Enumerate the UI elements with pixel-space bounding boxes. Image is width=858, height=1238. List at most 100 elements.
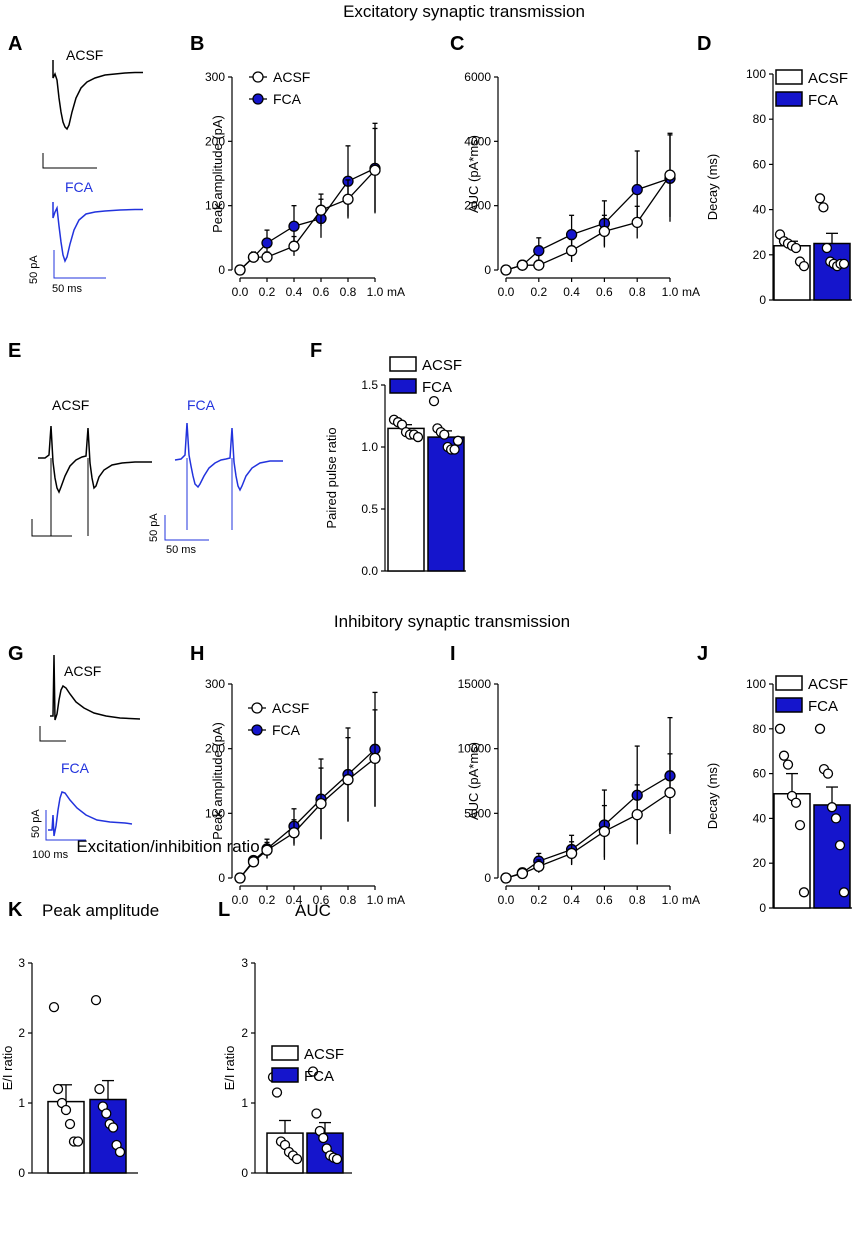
data-point <box>311 1108 322 1119</box>
y-tick-label: 200 <box>205 134 225 148</box>
data-point <box>72 1136 84 1147</box>
y-tick-label: 2000 <box>464 199 491 213</box>
trace-a-scale-x: 50 ms <box>52 283 82 295</box>
data-point <box>822 768 834 779</box>
chart-panel-f: F Paired pulse ratio 0.0 0.5 1.0 1.5 ACSF FCA <box>310 340 466 578</box>
data-point <box>821 242 833 254</box>
y-axis-label: Paired pulse ratio <box>324 427 339 528</box>
x-unit-label: mA <box>387 285 405 299</box>
data-point <box>794 819 806 831</box>
y-tick-label: 20 <box>753 856 767 870</box>
chart-panel-c: C AUC (pA*ms) 0 2000 4000 6000 0.0 0.2 0.4 0.6 0.8… <box>450 33 700 299</box>
y-tick-label: 100 <box>746 677 766 691</box>
panel-letter-e: E <box>8 340 21 362</box>
y-tick-label: 300 <box>205 677 225 691</box>
series-line <box>239 748 376 879</box>
legend: ACSF FCA <box>775 675 848 715</box>
x-tick-label: 0.6 <box>313 893 330 907</box>
data-point <box>261 251 273 263</box>
series-line <box>505 792 671 879</box>
legend-swatch-fca <box>775 697 803 713</box>
trace-g-fca <box>48 791 133 837</box>
legend: ACSF FCA <box>389 356 462 396</box>
legend-marker-fca <box>252 93 264 105</box>
bar <box>773 245 811 301</box>
y-tick-label: 1.0 <box>361 440 378 454</box>
series-line <box>505 177 671 271</box>
x-tick-label: 0.4 <box>286 893 303 907</box>
legend-swatch-acsf <box>775 69 803 85</box>
data-point <box>288 827 300 839</box>
trace-g-acsf-label: ACSF <box>64 663 101 679</box>
y-tick-label: 0.5 <box>361 502 378 516</box>
data-point <box>64 1118 76 1130</box>
data-point <box>271 1087 283 1098</box>
trace-e-scale-x: 50 ms <box>166 544 196 556</box>
legend-swatch-fca <box>775 91 803 107</box>
bar-group-acsf <box>773 229 811 301</box>
data-point <box>814 723 826 734</box>
data-point <box>114 1146 126 1158</box>
data-point <box>565 228 578 241</box>
data-point <box>288 220 300 232</box>
data-point <box>798 260 810 272</box>
x-tick-label: 0.8 <box>340 893 357 907</box>
legend: ACSF FCA <box>775 69 848 109</box>
panel-letter-f: F <box>310 340 322 362</box>
y-tick-label: 1 <box>18 1096 25 1110</box>
legend-label: FCA <box>808 92 838 109</box>
x-tick-label: 0.4 <box>563 893 580 907</box>
x-tick-label: 0.8 <box>629 893 646 907</box>
legend-label: FCA <box>273 91 302 107</box>
y-tick-label: 60 <box>753 157 767 171</box>
x-tick-label: 0.2 <box>530 893 547 907</box>
data-point <box>798 887 810 898</box>
data-point <box>631 808 643 821</box>
data-point <box>830 813 842 824</box>
y-tick-label: 0 <box>759 901 766 915</box>
legend-marker-fca <box>251 724 263 736</box>
data-point <box>834 840 846 851</box>
chart-panel-b: B Peak amplitude (pA) 0 100 200 300 0.0 0.2 0.4 0… <box>190 33 405 299</box>
excitatory-title: Excitatory synaptic transmission <box>343 2 585 21</box>
data-point <box>48 1001 60 1013</box>
data-point <box>782 759 794 770</box>
bar-group-acsf <box>773 723 811 909</box>
chart-panel-j: J Decay (ms) 0 20 40 60 80 100 ACSF FCA <box>697 643 852 915</box>
trace-e-fca-label: FCA <box>187 397 216 413</box>
legend-marker-acsf <box>251 702 263 714</box>
y-tick-label: 4000 <box>464 134 491 148</box>
panel-letter-g: G <box>8 643 24 665</box>
panel-e-traces: E ACSF FCA 50 pA 50 ms <box>8 340 283 556</box>
y-tick-label: 100 <box>746 67 766 81</box>
trace-e-acsf-scale <box>31 519 72 537</box>
data-point <box>664 786 676 799</box>
data-point <box>778 750 790 761</box>
panel-letter-l: L <box>218 899 230 921</box>
series-fca <box>500 716 676 884</box>
legend-marker-acsf <box>252 71 264 83</box>
chart-panel-d: D Decay (ms) 0 20 40 60 80 100 ACSF FCA <box>697 33 852 307</box>
y-tick-label: 2 <box>18 1026 25 1040</box>
chart-panel-k: K Peak amplitude E/I ratio 0 1 2 3 <box>0 899 159 1180</box>
y-tick-label: 60 <box>753 767 767 781</box>
legend: ACSF FCA <box>249 69 310 107</box>
panel-letter-c: C <box>450 33 464 55</box>
data-point <box>838 258 850 269</box>
y-tick-label: 2 <box>241 1026 248 1040</box>
bar-group-acsf <box>47 1001 85 1174</box>
data-point <box>101 1108 112 1119</box>
data-point <box>790 242 802 254</box>
series-fca <box>234 122 381 276</box>
bar <box>387 427 425 572</box>
trace-e-scale-y: 50 pA <box>148 513 160 542</box>
legend-label: FCA <box>304 1068 334 1085</box>
y-tick-label: 10000 <box>458 742 492 756</box>
y-tick-label: 0 <box>484 263 491 277</box>
data-point <box>598 225 611 238</box>
panel-letter-d: D <box>697 33 711 55</box>
y-tick-label: 1 <box>241 1096 248 1110</box>
trace-e-fca <box>174 422 283 492</box>
data-point <box>369 752 381 765</box>
